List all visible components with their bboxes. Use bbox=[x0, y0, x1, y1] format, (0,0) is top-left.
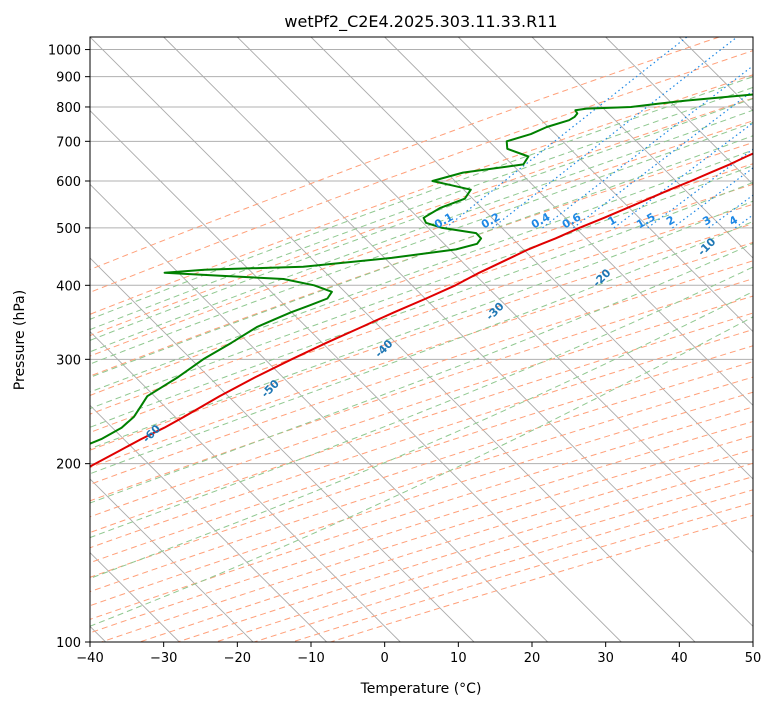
isotherm-line bbox=[90, 37, 696, 642]
dry-adiabat bbox=[90, 278, 753, 502]
dewpoint-profile-line bbox=[90, 93, 753, 445]
y-tick-label: 800 bbox=[56, 101, 81, 116]
moist-adiabat bbox=[90, 181, 753, 428]
dry-adiabat bbox=[90, 260, 753, 485]
dry-adiabat bbox=[90, 391, 753, 607]
isotherm-line bbox=[90, 331, 401, 642]
isotherm-line bbox=[163, 37, 753, 627]
moist-adiabat bbox=[90, 135, 753, 378]
temperature-profile-line bbox=[90, 152, 753, 468]
x-axis-title: Temperature (°C) bbox=[360, 681, 482, 697]
moist-adiabat bbox=[90, 164, 753, 410]
y-tick-label: 400 bbox=[56, 279, 81, 294]
x-tick-label: 20 bbox=[524, 651, 541, 666]
dry-adiabat bbox=[90, 223, 753, 451]
axes: −40 −30 −20 −10 0 10 20 30 40 50 100 200 300 400 500 60… bbox=[48, 44, 761, 666]
mixing-ratio-line bbox=[672, 167, 753, 229]
dry-adiabat bbox=[90, 50, 753, 293]
dry-adiabat bbox=[90, 120, 753, 357]
isotherm-line bbox=[90, 404, 327, 642]
moist-adiabat bbox=[90, 76, 753, 320]
y-tick-label: 600 bbox=[56, 175, 81, 190]
y-tick-label: 700 bbox=[56, 135, 81, 150]
x-tick-label: −10 bbox=[297, 651, 324, 666]
y-tick-label: 1000 bbox=[48, 44, 81, 59]
dry-adiabat bbox=[90, 312, 753, 534]
plot-frame bbox=[89, 36, 754, 643]
y-tick-label: 500 bbox=[56, 222, 81, 237]
x-tick-label: 50 bbox=[745, 651, 762, 666]
x-tick-label: −20 bbox=[224, 651, 251, 666]
isotherm-line bbox=[384, 37, 753, 406]
y-axis-title: Pressure (hPa) bbox=[12, 290, 28, 390]
y-tick-label: 200 bbox=[56, 458, 81, 473]
isotherm-line bbox=[531, 37, 753, 259]
mixing-ratio-line bbox=[647, 148, 753, 229]
isotherm-line bbox=[237, 37, 753, 554]
dry-adiabat bbox=[90, 361, 753, 578]
isotherm-line bbox=[605, 37, 753, 185]
data-lines bbox=[90, 93, 753, 468]
isotherm-line bbox=[90, 183, 548, 642]
mixing-ratio-line bbox=[445, 37, 688, 229]
dry-adiabat bbox=[90, 97, 753, 337]
chart-title: wetPf2_C2E4.2025.303.11.33.R11 bbox=[284, 12, 557, 32]
x-tick-label: 0 bbox=[381, 651, 389, 666]
y-tick-label: 100 bbox=[56, 636, 81, 651]
isotherm-line bbox=[310, 37, 753, 480]
mixing-ratio-line bbox=[542, 65, 753, 229]
x-tick-label: 30 bbox=[597, 651, 614, 666]
mixing-ratio-line bbox=[572, 89, 753, 229]
x-tick-label: 10 bbox=[450, 651, 467, 666]
x-tick-label: −30 bbox=[150, 651, 177, 666]
dry-adiabat bbox=[90, 329, 753, 549]
x-tick-label: −40 bbox=[76, 651, 103, 666]
moist-adiabat bbox=[90, 149, 753, 393]
isotherm-line bbox=[90, 110, 622, 642]
moist-adiabat bbox=[90, 266, 753, 539]
dry-adiabat bbox=[90, 142, 753, 377]
y-tick-label: 300 bbox=[56, 353, 81, 368]
moist-adiabat bbox=[90, 122, 753, 365]
moist-adiabat bbox=[90, 242, 753, 504]
y-tick-label: 900 bbox=[56, 71, 81, 86]
moist-adiabat bbox=[90, 200, 753, 450]
dry-adiabat bbox=[90, 74, 753, 315]
moist-adiabat bbox=[90, 86, 753, 331]
isotherm-line bbox=[90, 257, 475, 642]
x-tick-label: 40 bbox=[671, 651, 688, 666]
